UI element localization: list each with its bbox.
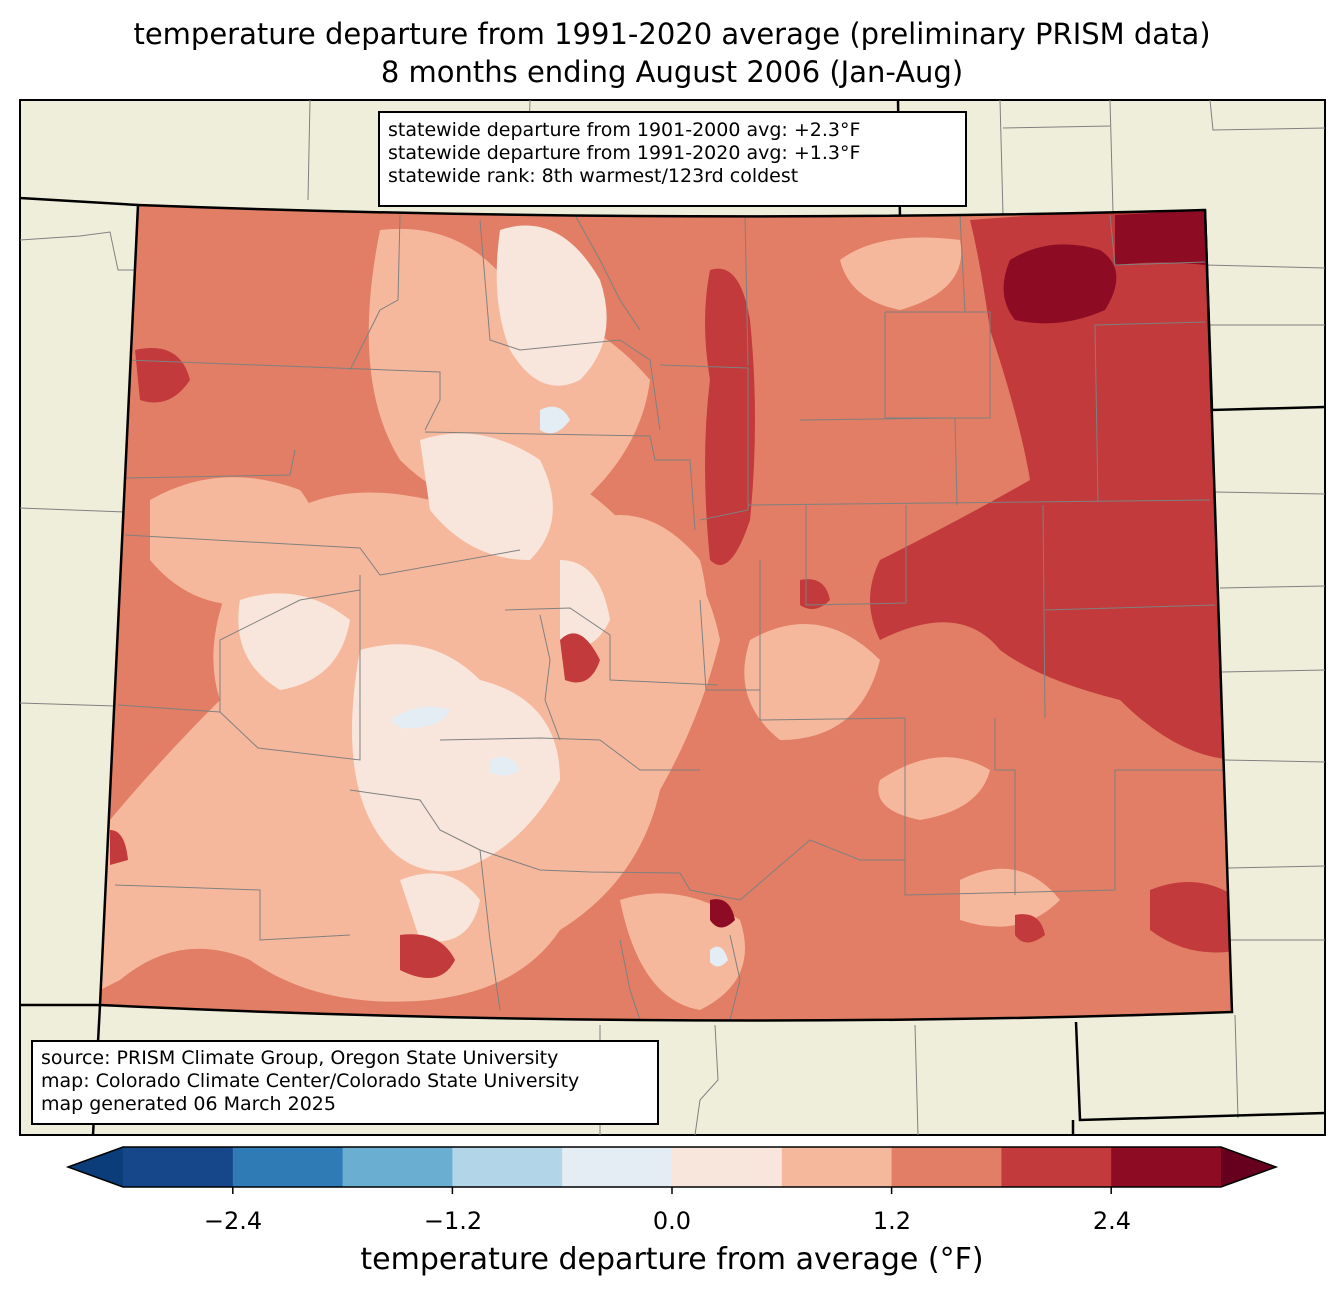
colorbar-bin [452,1147,563,1187]
county-lines [114,214,1225,1021]
temperature-field [100,205,1232,1021]
colorbar-bin [232,1147,344,1187]
generated-date-line: map generated 06 March 2025 [41,1093,336,1115]
map-credit-line: map: Colorado Climate Center/Colorado St… [41,1070,580,1092]
colorado-border [98,203,1234,1022]
colorbar-tick-label: 0.0 [652,1207,692,1235]
stats-line-1991-2020: statewide departure from 1991-2020 avg: … [388,142,861,164]
colorbar-outline [65,1146,1279,1188]
source-box: source: PRISM Climate Group, Oregon Stat… [31,1040,659,1125]
colorbar-bin [123,1147,234,1187]
colorbar-bin [672,1147,783,1187]
colorbar-extend-high [1221,1147,1276,1187]
colorbar-bin [891,1147,1002,1187]
stats-line-rank: statewide rank: 8th warmest/123rd coldes… [388,165,799,187]
colorbar-tick-label: −2.4 [203,1207,263,1235]
neighbor-county-lines [19,99,1326,1136]
colorbar-tick-label: −1.2 [423,1207,483,1235]
source-line: source: PRISM Climate Group, Oregon Stat… [41,1047,559,1069]
colorbar-bin [781,1147,893,1187]
colorbar-label: temperature departure from average (°F) [360,1242,984,1277]
colorbar-bin [1111,1147,1222,1187]
stats-line-1901-2000: statewide departure from 1901-2000 avg: … [388,119,861,141]
colorbar-tick-label: 1.2 [872,1207,912,1235]
colorbar-extend-low [68,1147,123,1187]
colorbar-tick-label: 2.4 [1092,1207,1132,1235]
map-subtitle: 8 months ending August 2006 (Jan-Aug) [380,55,964,89]
colorbar [65,1146,1279,1194]
map-title: temperature departure from 1991-2020 ave… [133,17,1211,51]
colorbar-bin [1001,1147,1112,1187]
colorbar-bin [562,1147,673,1187]
statewide-stats-box: statewide departure from 1901-2000 avg: … [378,111,967,207]
colorbar-bin [342,1147,453,1187]
